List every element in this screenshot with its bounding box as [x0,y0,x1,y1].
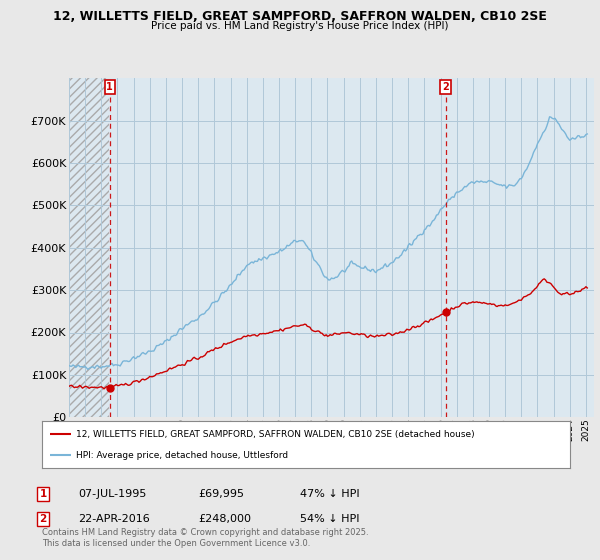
Text: 47% ↓ HPI: 47% ↓ HPI [300,489,359,499]
Text: 22-APR-2016: 22-APR-2016 [78,514,150,524]
Text: 07-JUL-1995: 07-JUL-1995 [78,489,146,499]
Text: 2: 2 [40,514,47,524]
Text: 1: 1 [106,82,113,92]
Bar [69,78,109,417]
Text: £248,000: £248,000 [198,514,251,524]
Text: 54% ↓ HPI: 54% ↓ HPI [300,514,359,524]
Text: HPI: Average price, detached house, Uttlesford: HPI: Average price, detached house, Uttl… [76,451,289,460]
Text: 12, WILLETTS FIELD, GREAT SAMPFORD, SAFFRON WALDEN, CB10 2SE (detached house): 12, WILLETTS FIELD, GREAT SAMPFORD, SAFF… [76,430,475,438]
Text: Price paid vs. HM Land Registry's House Price Index (HPI): Price paid vs. HM Land Registry's House … [151,21,449,31]
Text: 2: 2 [442,82,449,92]
Text: Contains HM Land Registry data © Crown copyright and database right 2025.
This d: Contains HM Land Registry data © Crown c… [42,528,368,548]
Text: £69,995: £69,995 [198,489,244,499]
Text: 12, WILLETTS FIELD, GREAT SAMPFORD, SAFFRON WALDEN, CB10 2SE: 12, WILLETTS FIELD, GREAT SAMPFORD, SAFF… [53,10,547,23]
Text: 1: 1 [40,489,47,499]
